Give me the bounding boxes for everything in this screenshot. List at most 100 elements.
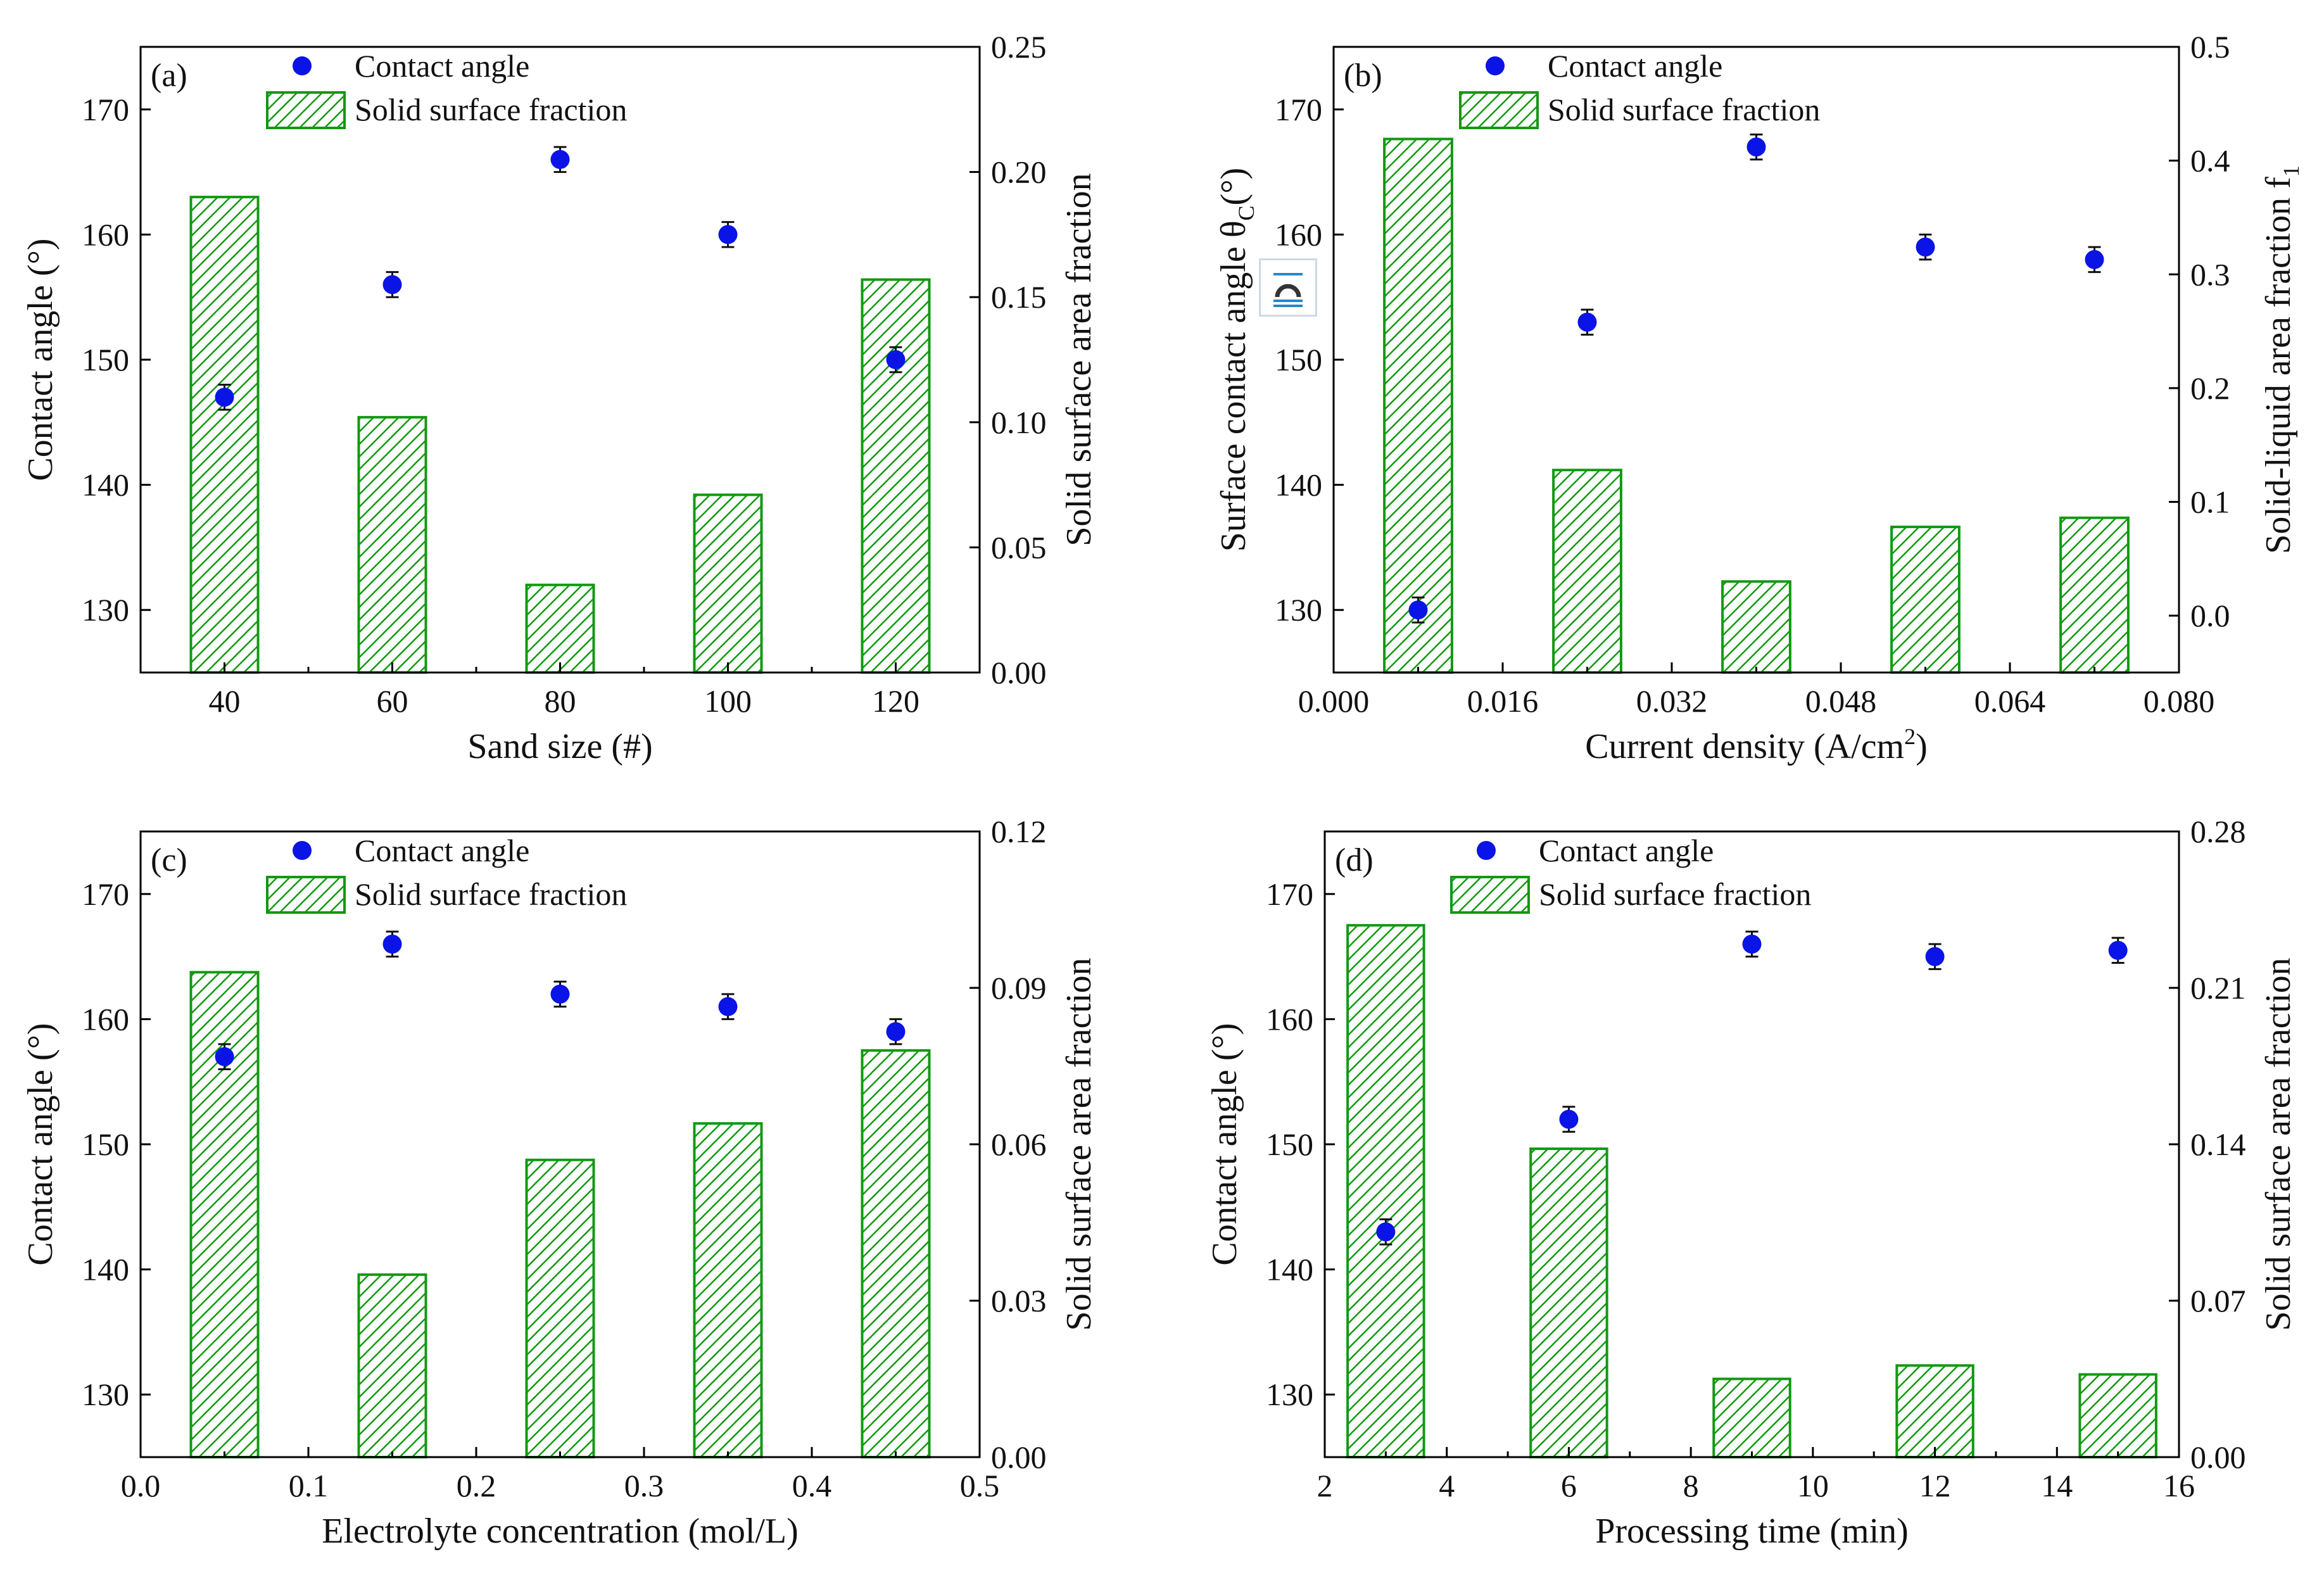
legend-label-solid-fraction: Solid surface fraction xyxy=(1539,876,1811,912)
y2-axis-label: Solid surface area fraction xyxy=(1059,173,1099,546)
y2-tick-label: 0.03 xyxy=(991,1283,1047,1318)
data-point xyxy=(550,149,570,169)
y-axis-label: Contact angle (°) xyxy=(21,1023,60,1265)
bar xyxy=(1346,924,1425,1458)
y-axis-label: Contact angle (°) xyxy=(1205,1023,1244,1265)
x-tick-label: 0.3 xyxy=(624,1468,664,1503)
legend-label-solid-fraction: Solid surface fraction xyxy=(355,876,627,912)
x-tick-label: 6 xyxy=(1561,1468,1577,1503)
y2-tick-label: 0.05 xyxy=(991,529,1047,565)
y-tick-label: 130 xyxy=(1266,1377,1313,1412)
app-badge-icon xyxy=(1259,258,1317,317)
x-tick-label: 60 xyxy=(377,683,408,719)
data-point xyxy=(215,1047,234,1066)
y2-tick-label: 0.09 xyxy=(991,970,1047,1006)
panel-label: (a) xyxy=(151,58,187,94)
legend-label-solid-fraction: Solid surface fraction xyxy=(1548,92,1820,127)
y-tick-label: 140 xyxy=(1266,1252,1313,1287)
x-tick-label: 0.080 xyxy=(2144,683,2215,719)
bar xyxy=(525,1158,595,1458)
y2-tick-label: 0.07 xyxy=(2190,1283,2246,1318)
bar xyxy=(525,583,595,674)
y-tick-label: 150 xyxy=(82,1127,129,1162)
data-point xyxy=(1746,137,1766,157)
bar xyxy=(1712,1377,1791,1458)
bar xyxy=(1890,526,1961,674)
bar xyxy=(861,278,931,674)
y2-axis-label: Solid surface area fraction xyxy=(2259,957,2298,1330)
plot-frame xyxy=(139,46,981,674)
y-tick-label: 140 xyxy=(82,1252,129,1287)
legend-point-marker xyxy=(1486,56,1505,75)
y2-tick-label: 0.06 xyxy=(991,1127,1047,1162)
x-tick-label: 0.4 xyxy=(792,1468,832,1503)
x-axis-label: Sand size (#) xyxy=(467,727,652,766)
y-tick-label: 130 xyxy=(1275,592,1322,628)
y-tick-label: 160 xyxy=(1266,1001,1313,1037)
data-point xyxy=(718,225,738,244)
bar xyxy=(693,493,763,674)
x-tick-label: 14 xyxy=(2041,1468,2073,1503)
bar xyxy=(189,196,260,674)
y2-tick-label: 0.14 xyxy=(2190,1127,2246,1162)
bar xyxy=(1552,469,1622,674)
y-axis-label: Contact angle (°) xyxy=(21,238,60,481)
bar xyxy=(357,415,427,674)
bar xyxy=(1895,1364,1974,1459)
legend-point-marker xyxy=(293,56,312,75)
panel-label: (d) xyxy=(1335,842,1374,878)
legend-bar-swatch xyxy=(266,91,346,129)
data-point xyxy=(382,275,402,294)
data-point xyxy=(2085,250,2104,269)
y2-tick-label: 0.25 xyxy=(991,29,1047,65)
y2-axis-label: Solid-liquid area fraction f1 xyxy=(2259,165,2304,554)
legend-bar-swatch xyxy=(266,876,346,914)
x-tick-label: 0.032 xyxy=(1636,683,1708,719)
legend-point-marker xyxy=(293,841,312,860)
data-point xyxy=(886,1022,906,1042)
legend-bar-swatch xyxy=(1450,876,1530,914)
x-axis-label: Processing time (min) xyxy=(1595,1512,1909,1551)
y2-tick-label: 0.15 xyxy=(991,279,1047,315)
y-tick-label: 150 xyxy=(82,342,129,377)
data-point xyxy=(1408,600,1428,620)
y2-tick-label: 0.28 xyxy=(2190,814,2246,849)
x-axis-label: Current density (A/cm2) xyxy=(1585,724,1928,766)
x-tick-label: 80 xyxy=(545,683,576,719)
y2-tick-label: 0.3 xyxy=(2190,256,2230,292)
legend-label-contact-angle: Contact angle xyxy=(1539,833,1714,868)
data-point xyxy=(1577,312,1597,332)
x-tick-label: 2 xyxy=(1317,1468,1333,1503)
x-tick-label: 0.0 xyxy=(121,1468,161,1503)
y-tick-label: 150 xyxy=(1275,342,1322,377)
x-tick-label: 100 xyxy=(704,683,752,719)
legend-label-solid-fraction: Solid surface fraction xyxy=(355,92,627,127)
y-tick-label: 170 xyxy=(1266,876,1313,912)
data-point xyxy=(1376,1222,1396,1242)
data-point xyxy=(1559,1109,1579,1129)
legend-label-contact-angle: Contact angle xyxy=(355,833,529,868)
y-tick-label: 160 xyxy=(82,217,129,252)
x-axis-label: Electrolyte concentration (mol/L) xyxy=(322,1512,799,1551)
data-point xyxy=(382,934,402,954)
y2-tick-label: 0.5 xyxy=(2190,29,2230,65)
bar xyxy=(1721,580,1791,674)
legend-point-marker xyxy=(1477,841,1496,860)
data-point xyxy=(886,350,906,369)
y-tick-label: 140 xyxy=(82,467,129,503)
y-tick-label: 160 xyxy=(82,1001,129,1037)
chart-panel-3: 0.0 0.1 0.2 0.3 0.4 0.5 130 140 150 160 170 0.00 0.0… xyxy=(21,814,1099,1551)
legend-bar-swatch xyxy=(1459,91,1539,129)
y-tick-label: 130 xyxy=(82,1377,129,1412)
x-tick-label: 0.016 xyxy=(1467,683,1539,719)
x-tick-label: 120 xyxy=(872,683,919,719)
y-tick-label: 170 xyxy=(82,876,129,912)
x-tick-label: 40 xyxy=(209,683,241,719)
x-tick-label: 0.5 xyxy=(960,1468,1000,1503)
x-tick-label: 0.064 xyxy=(1974,683,2046,719)
y2-tick-label: 0.00 xyxy=(991,1439,1047,1475)
data-point xyxy=(1916,237,1935,257)
plot-frame xyxy=(1323,830,2180,1458)
y2-tick-label: 0.00 xyxy=(2190,1439,2246,1475)
y2-tick-label: 0.00 xyxy=(991,655,1047,690)
